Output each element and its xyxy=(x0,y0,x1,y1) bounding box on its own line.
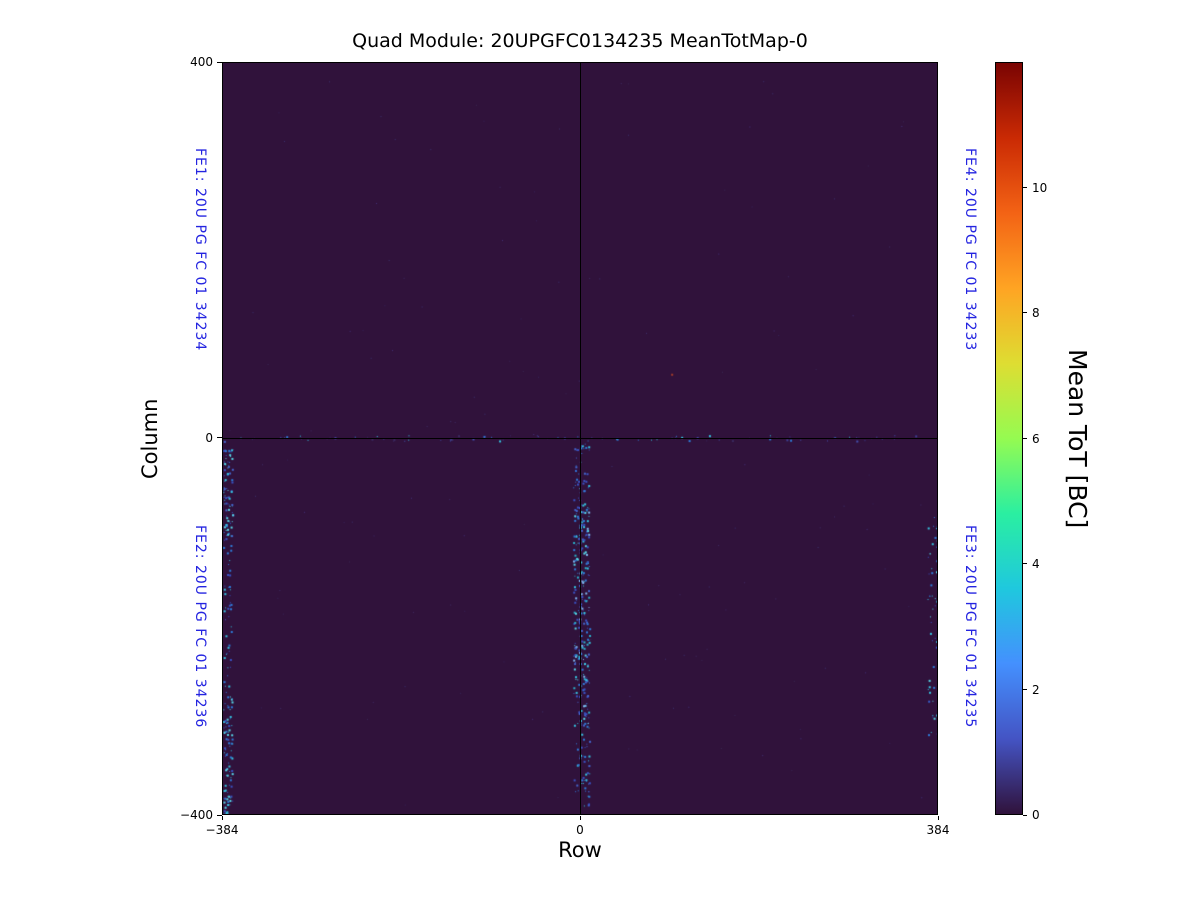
y-tick-mark xyxy=(217,814,222,816)
y-tick-label: 0 xyxy=(205,430,213,445)
colorbar-gradient xyxy=(995,62,1023,815)
colorbar-tick-label: 2 xyxy=(1032,682,1040,697)
colorbar-ticks: 0 2 4 6 8 10 xyxy=(1023,62,1073,822)
x-tick-label: −384 xyxy=(205,823,239,837)
fe3-chip-label: FE3: 20U PG FC 01 34235 xyxy=(962,524,978,729)
colorbar-tick-mark xyxy=(1023,186,1027,188)
colorbar-tick-mark xyxy=(1023,312,1027,314)
colorbar-tick-label: 8 xyxy=(1032,306,1040,320)
y-axis-label: Column xyxy=(138,398,162,479)
fe4-chip-label: FE4: 20U PG FC 01 34233 xyxy=(962,147,978,352)
fe2-chip-label: FE2: 20U PG FC 01 34236 xyxy=(192,524,208,729)
colorbar-tick-label: 10 xyxy=(1032,180,1048,195)
x-tick-label: 0 xyxy=(576,823,584,837)
chart-title: Quad Module: 20UPGFC0134235 MeanTotMap-0 xyxy=(352,30,808,52)
y-tick-label: −400 xyxy=(180,808,213,822)
colorbar-label: Mean ToT [BC] xyxy=(1063,348,1092,529)
heatmap-plot xyxy=(222,62,938,815)
y-tick-mark xyxy=(217,437,222,439)
fe1-chip-label: FE1: 20U PG FC 01 34234 xyxy=(192,147,208,352)
colorbar-tick-label: 4 xyxy=(1032,557,1040,571)
colorbar-tick-mark xyxy=(1023,814,1027,816)
x-tick-mark xyxy=(579,816,581,820)
colorbar-tick-label: 0 xyxy=(1032,808,1040,822)
y-tick-label: 400 xyxy=(190,55,213,69)
colorbar-tick-mark xyxy=(1023,563,1027,565)
x-axis-ticks: −384 0 384 xyxy=(206,816,949,842)
x-tick-mark xyxy=(937,816,939,820)
y-tick-mark xyxy=(217,61,222,63)
x-axis-label: Row xyxy=(558,838,602,862)
colorbar-tick-mark xyxy=(1023,438,1027,439)
x-tick-label: 384 xyxy=(926,823,950,837)
colorbar-tick-mark xyxy=(1023,689,1027,690)
colorbar-tick-label: 6 xyxy=(1032,431,1040,446)
crosshair-horizontal-line xyxy=(223,438,937,439)
x-tick-mark xyxy=(221,816,223,820)
